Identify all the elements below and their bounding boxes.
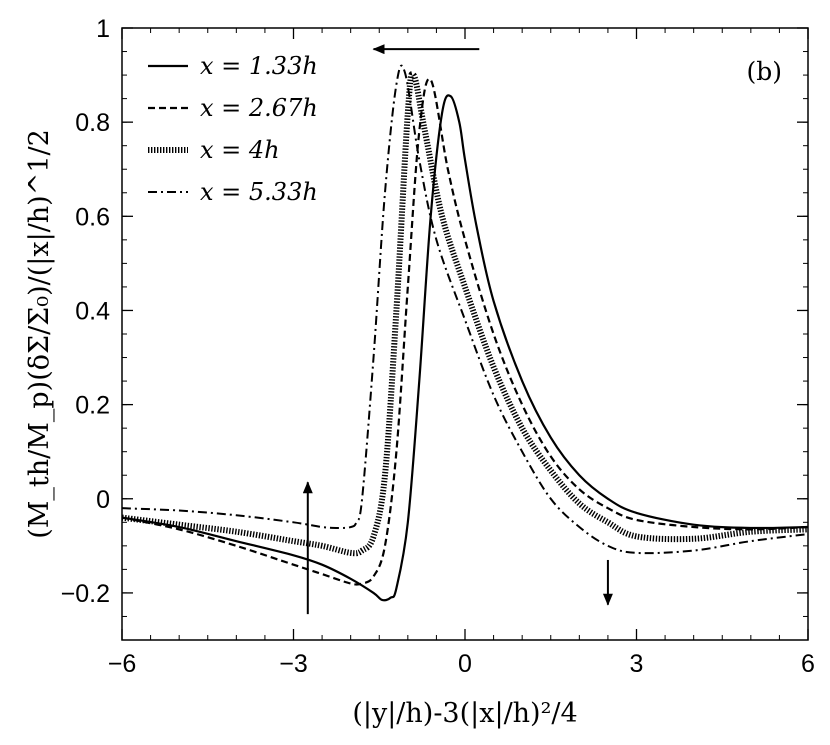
- x-tick-label: 0: [458, 650, 472, 678]
- panel-label: (b): [746, 57, 782, 86]
- y-axis-title: (M_th/M_p)(δΣ/Σ₀)/(|x|/h)^1/2: [24, 129, 55, 539]
- major-ticks: [121, 27, 809, 640]
- legend-label-4: x = 5.33h: [200, 178, 318, 206]
- legend-label-3: x = 4h: [200, 136, 280, 164]
- annotation-layer: [302, 44, 613, 615]
- x-tick-label: 6: [801, 650, 815, 678]
- series-line-1: [121, 94, 809, 602]
- legend-label-2: x = 2.67h: [200, 94, 318, 122]
- legend-label-1: x = 1.33h: [200, 52, 318, 80]
- series-line-2: [121, 77, 809, 586]
- y-tick-label: 0.8: [75, 109, 110, 137]
- x-tick-label: −6: [108, 650, 137, 678]
- y-tick-label: 1: [96, 15, 110, 43]
- x-tick-label: 3: [630, 650, 644, 678]
- y-tick-label: 0: [96, 486, 110, 514]
- y-tick-label: 0.6: [75, 203, 110, 231]
- y-tick-label: 0.4: [75, 297, 110, 325]
- y-tick-label: 0.2: [75, 392, 110, 420]
- x-tick-label: −3: [279, 650, 308, 678]
- series-layer: [121, 64, 809, 602]
- tick-labels: −6 −3 0 3 6 −0.2 0 0.2 0.4 0.6 0.8 1: [61, 15, 815, 678]
- x-axis-title: (|y|/h)-3(|x|/h)²/4: [352, 698, 577, 729]
- y-tick-label: −0.2: [61, 580, 110, 608]
- series-line-3: [121, 71, 809, 557]
- legend: x = 1.33h x = 2.67h x = 4h x = 5.33h: [148, 52, 318, 206]
